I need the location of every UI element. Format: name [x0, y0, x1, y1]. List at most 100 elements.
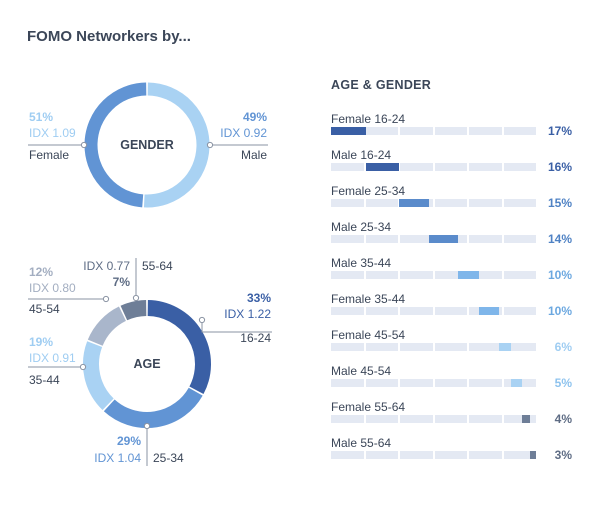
bar-track-segment	[365, 415, 398, 423]
bar-value-male-25-34: 14%	[547, 232, 572, 246]
bar-label-male-16-24: Male 16-24	[331, 148, 392, 162]
age-25-34-label: 25-34	[153, 451, 184, 465]
bar-fill-male-16-24	[365, 163, 399, 171]
male-label: Male	[241, 148, 267, 162]
bar-row-male-16-24: Male 16-24 16%	[331, 148, 581, 184]
male-idx: IDX 0.92	[220, 126, 267, 140]
bar-track-segment	[331, 271, 364, 279]
bar-label-male-35-44: Male 35-44	[331, 256, 392, 270]
bar-track-segment	[469, 235, 502, 243]
age-55-64-percent: 7%	[113, 275, 131, 289]
bar-track-segment	[331, 451, 364, 459]
bar-track-segment	[400, 307, 433, 315]
bar-track-segment	[503, 343, 536, 351]
age-arc-55-64	[120, 300, 147, 321]
bar-track-segment	[331, 307, 364, 315]
bar-track-segment	[503, 271, 536, 279]
bar-value-male-16-24: 16%	[547, 160, 572, 174]
bar-value-male-45-54: 5%	[554, 376, 572, 390]
bar-label-female-25-34: Female 25-34	[331, 184, 406, 198]
bar-track-segment	[365, 271, 398, 279]
age-55-64-leader-dot	[132, 294, 140, 302]
bar-track-segment	[331, 163, 364, 171]
bar-fill-female-35-44	[478, 307, 500, 315]
gender-center-label: GENDER	[120, 138, 173, 152]
age-16-24-leader-dot	[198, 316, 206, 324]
bar-track-segment	[400, 379, 433, 387]
bar-track-segment	[331, 343, 364, 351]
bar-row-female-25-34: Female 25-34 15%	[331, 184, 581, 220]
age-55-64-idx: IDX 0.77	[83, 259, 130, 273]
age-45-54-leader-dot	[102, 295, 110, 303]
bar-value-female-35-44: 10%	[547, 304, 572, 318]
age-25-34-leader-dot	[143, 422, 151, 430]
age-25-34-idx: IDX 1.04	[94, 451, 141, 465]
bar-label-male-55-64: Male 55-64	[331, 436, 392, 450]
bar-fill-male-25-34	[429, 235, 459, 243]
age-arc-25-34	[103, 387, 203, 428]
bar-track-segment	[400, 451, 433, 459]
bar-track-segment	[331, 379, 364, 387]
bar-track-segment	[365, 199, 398, 207]
bar-value-female-25-34: 15%	[547, 196, 572, 210]
female-idx: IDX 1.09	[29, 126, 76, 140]
age-25-34-percent: 29%	[117, 434, 141, 448]
bar-track-segment	[365, 127, 398, 135]
bar-track-segment	[434, 451, 467, 459]
bar-track-segment	[503, 307, 536, 315]
age-donut: AGE 33% IDX 1.22 16-24 29% IDX 1.04 25-3…	[28, 258, 272, 466]
bar-track-male-45-54	[331, 379, 536, 387]
bar-track-segment	[469, 379, 502, 387]
bar-track-segment	[400, 415, 433, 423]
bar-fill-male-35-44	[458, 271, 479, 279]
bar-track-segment	[331, 199, 364, 207]
age-gender-panel: AGE & GENDER Female 16-24 17% Male 16-24 16…	[331, 78, 581, 472]
bar-track-segment	[400, 343, 433, 351]
bar-label-female-35-44: Female 35-44	[331, 292, 406, 306]
bar-track-segment	[469, 199, 502, 207]
bar-track-segment	[469, 127, 502, 135]
bar-label-female-55-64: Female 55-64	[331, 400, 406, 414]
bar-row-female-16-24: Female 16-24 17%	[331, 112, 581, 148]
age-35-44-percent: 19%	[29, 335, 53, 349]
age-35-44-label: 35-44	[29, 373, 60, 387]
bar-label-female-16-24: Female 16-24	[331, 112, 406, 126]
bar-track-segment	[331, 235, 364, 243]
male-percent: 49%	[243, 110, 267, 124]
age-55-64-label: 55-64	[142, 259, 173, 273]
bar-track-segment	[469, 451, 502, 459]
bar-track-segment	[365, 343, 398, 351]
age-arc-35-44	[83, 341, 114, 411]
donut-charts: GENDER 51% IDX 1.09 Female 49% IDX 0.92 …	[28, 82, 272, 466]
bar-row-male-35-44: Male 35-44 10%	[331, 256, 581, 292]
bar-track-segment	[434, 163, 467, 171]
bar-track-male-35-44	[331, 271, 536, 279]
female-percent: 51%	[29, 110, 53, 124]
age-16-24-percent: 33%	[247, 291, 271, 305]
bar-track-segment	[469, 163, 502, 171]
bar-track-segment	[331, 415, 364, 423]
age-16-24-leader-line	[201, 320, 272, 333]
bar-track-segment	[434, 415, 467, 423]
bar-track-segment	[434, 127, 467, 135]
bar-track-female-55-64	[331, 415, 536, 423]
bar-track-segment	[365, 451, 398, 459]
male-leader-dot	[206, 141, 214, 149]
bar-track-segment	[434, 379, 467, 387]
age-center-label: AGE	[133, 357, 160, 371]
bar-track-female-25-34	[331, 199, 536, 207]
age-45-54-label: 45-54	[29, 302, 60, 316]
bar-track-segment	[503, 451, 536, 459]
bar-label-female-45-54: Female 45-54	[331, 328, 406, 342]
age-35-44-idx: IDX 0.91	[29, 351, 76, 365]
gender-arc-male	[84, 82, 147, 208]
age-gender-bars: Female 16-24 17% Male 16-24 16% Female 25-34…	[331, 112, 581, 472]
bar-fill-female-16-24	[331, 127, 366, 135]
bar-track-female-35-44	[331, 307, 536, 315]
bar-row-female-35-44: Female 35-44 10%	[331, 292, 581, 328]
bar-value-female-45-54: 6%	[554, 340, 572, 354]
female-leader-dot	[80, 141, 88, 149]
bar-track-male-55-64	[331, 451, 536, 459]
bar-track-segment	[434, 271, 467, 279]
bar-fill-female-45-54	[499, 343, 512, 351]
